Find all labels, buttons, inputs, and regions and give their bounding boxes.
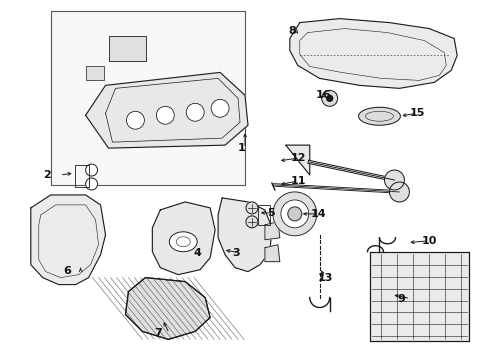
Text: 2: 2 (42, 170, 50, 180)
Bar (51, 11, 244, 185)
Circle shape (126, 111, 144, 129)
Circle shape (156, 106, 174, 124)
Polygon shape (125, 278, 210, 339)
Circle shape (245, 216, 258, 228)
Text: 5: 5 (266, 208, 274, 218)
Text: 9: 9 (397, 293, 405, 303)
Polygon shape (285, 145, 309, 175)
Bar (75, 165, 88, 187)
Polygon shape (152, 202, 215, 275)
Bar (108, 36, 146, 62)
Text: 7: 7 (154, 328, 162, 338)
Text: 14: 14 (310, 209, 325, 219)
Text: 4: 4 (193, 248, 201, 258)
Bar (369, 252, 468, 341)
Polygon shape (85, 72, 247, 148)
Bar (85, 67, 103, 80)
Text: 1: 1 (238, 143, 245, 153)
Circle shape (245, 202, 258, 214)
Text: 11: 11 (290, 176, 305, 186)
Text: 16: 16 (315, 90, 331, 100)
Circle shape (211, 99, 228, 117)
Text: 6: 6 (63, 266, 71, 276)
Polygon shape (31, 195, 105, 285)
Text: 8: 8 (288, 26, 296, 36)
Circle shape (287, 207, 301, 221)
Ellipse shape (169, 232, 197, 252)
Circle shape (186, 103, 203, 121)
Circle shape (384, 170, 404, 190)
Text: 13: 13 (317, 273, 332, 283)
Polygon shape (264, 245, 279, 262)
Circle shape (280, 200, 308, 228)
Text: 12: 12 (290, 153, 305, 163)
Circle shape (321, 90, 337, 106)
Circle shape (272, 192, 316, 236)
Polygon shape (289, 19, 456, 88)
Polygon shape (264, 222, 279, 240)
Circle shape (85, 164, 98, 176)
Circle shape (388, 182, 408, 202)
Text: 15: 15 (408, 108, 424, 118)
Polygon shape (218, 198, 271, 272)
Ellipse shape (358, 107, 400, 125)
Bar (258, 205, 269, 225)
Circle shape (85, 178, 98, 190)
Circle shape (326, 95, 332, 101)
Text: 3: 3 (232, 248, 239, 258)
Text: 10: 10 (421, 236, 436, 246)
